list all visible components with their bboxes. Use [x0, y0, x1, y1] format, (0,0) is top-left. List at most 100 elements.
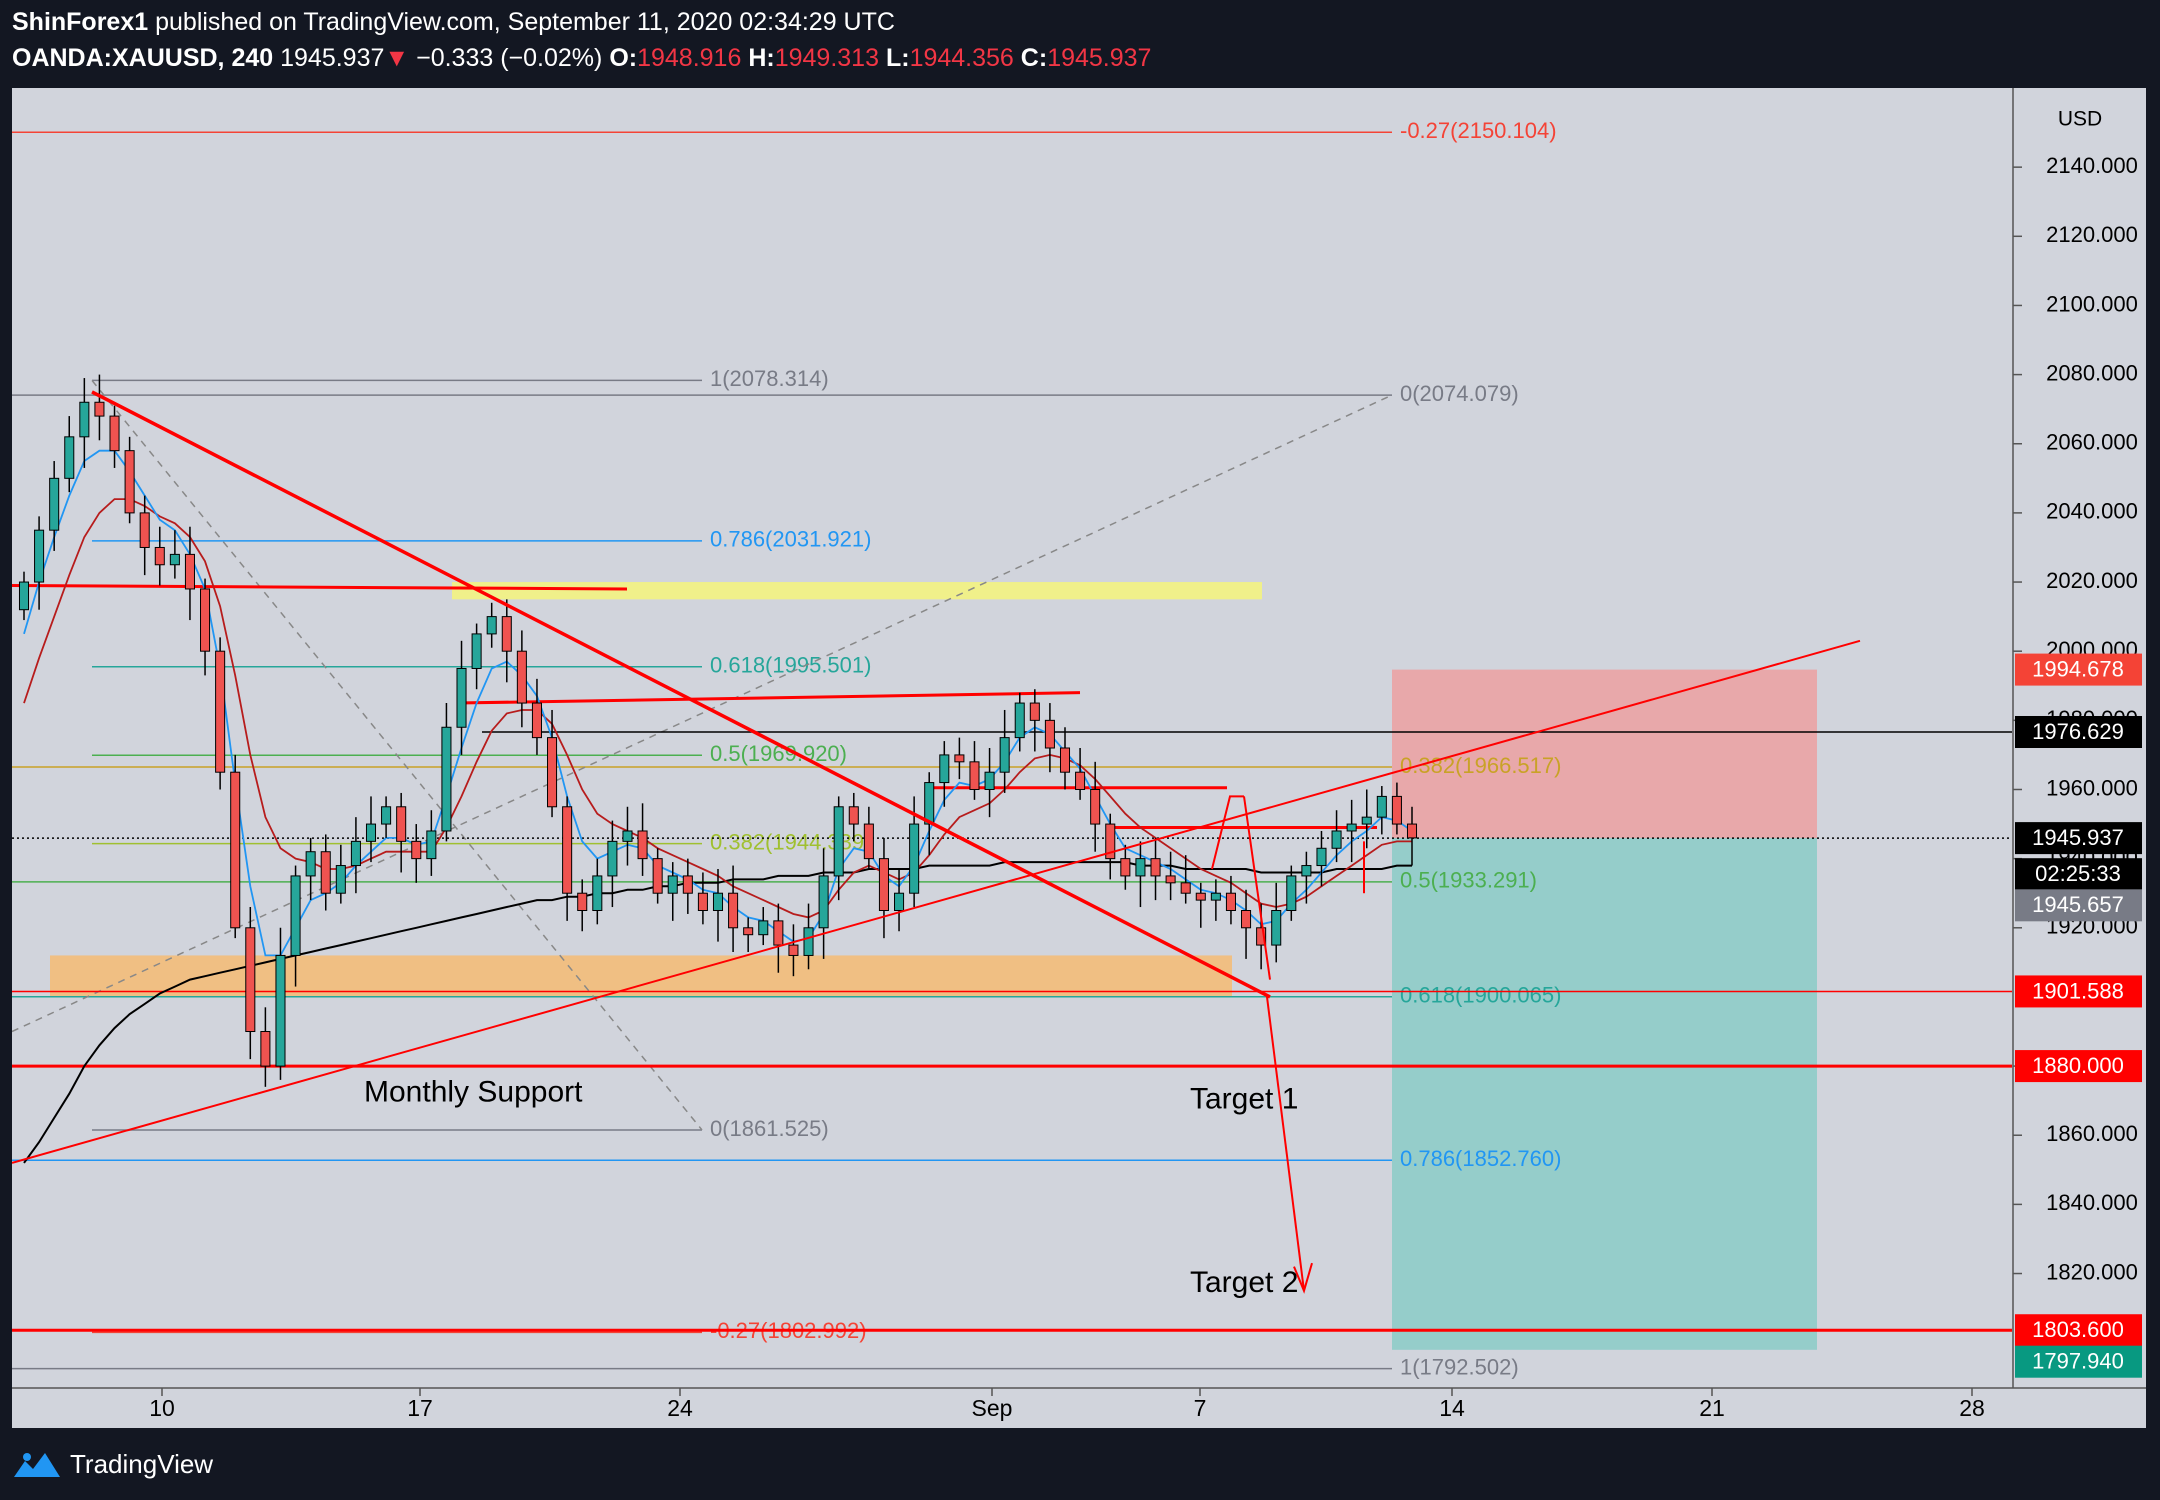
candle[interactable]: [712, 892, 724, 912]
candle[interactable]: [682, 875, 693, 894]
price-label-box[interactable]: [2015, 975, 2142, 1008]
candle[interactable]: [1150, 858, 1161, 877]
candle[interactable]: [909, 823, 920, 894]
author-name[interactable]: ShinForex1: [12, 8, 149, 36]
fib-trend-dashed[interactable]: [11, 394, 1393, 1033]
candle[interactable]: [1286, 875, 1297, 912]
candle[interactable]: [215, 650, 226, 773]
candle[interactable]: [290, 875, 301, 956]
candle[interactable]: [894, 892, 905, 912]
candle[interactable]: [1361, 816, 1372, 825]
candle[interactable]: [154, 546, 165, 566]
candle[interactable]: [758, 920, 769, 936]
candle[interactable]: [426, 830, 437, 860]
candle[interactable]: [607, 840, 618, 877]
candle[interactable]: [863, 823, 874, 860]
candle[interactable]: [954, 754, 965, 763]
candle[interactable]: [1195, 892, 1206, 901]
candle[interactable]: [396, 806, 407, 842]
candle[interactable]: [547, 737, 558, 808]
candle[interactable]: [1376, 795, 1387, 818]
candle[interactable]: [471, 633, 482, 669]
candle[interactable]: [1075, 771, 1086, 790]
candle[interactable]: [350, 840, 361, 867]
candle[interactable]: [1180, 882, 1191, 894]
candle[interactable]: [577, 892, 588, 912]
candle[interactable]: [773, 920, 784, 946]
target-projection-arrow[interactable]: [1243, 796, 1271, 980]
candle[interactable]: [1044, 719, 1055, 749]
candle[interactable]: [592, 875, 603, 912]
time-axis[interactable]: [12, 1388, 2146, 1428]
fib-trend-dashed[interactable]: [91, 379, 703, 1131]
candle[interactable]: [637, 830, 648, 860]
candle[interactable]: [1135, 858, 1146, 877]
candle[interactable]: [1105, 823, 1116, 860]
take-profit-zone[interactable]: [1392, 838, 1817, 1350]
candle[interactable]: [305, 851, 316, 877]
tradingview-logo-icon[interactable]: [14, 1449, 60, 1479]
candle[interactable]: [109, 415, 120, 452]
footer-brand[interactable]: TradingView: [70, 1448, 214, 1479]
candle[interactable]: [652, 858, 663, 894]
price-label-box[interactable]: [2015, 858, 2142, 891]
candle[interactable]: [365, 823, 377, 842]
candle[interactable]: [1165, 875, 1176, 884]
candle[interactable]: [169, 553, 180, 566]
candle[interactable]: [1391, 795, 1402, 825]
price-label-box[interactable]: [2015, 1050, 2142, 1083]
candle[interactable]: [1090, 788, 1101, 825]
candle[interactable]: [1241, 910, 1252, 929]
price-label-box[interactable]: [2015, 1314, 2142, 1347]
candle[interactable]: [230, 771, 241, 929]
candle[interactable]: [245, 927, 256, 1033]
candle[interactable]: [1406, 823, 1418, 839]
candle[interactable]: [501, 616, 512, 652]
candle[interactable]: [275, 954, 286, 1067]
resistance-level-line[interactable]: [456, 691, 1081, 705]
candle[interactable]: [531, 702, 542, 739]
candle[interactable]: [79, 401, 90, 438]
candle[interactable]: [18, 581, 30, 611]
candle[interactable]: [200, 588, 211, 652]
candle[interactable]: [622, 830, 633, 842]
price-chart[interactable]: 1(2078.314) 0.786(2031.921) 0.618(1995.501…: [11, 88, 2146, 1428]
chart-frame[interactable]: 1(2078.314) 0.786(2031.921) 0.618(1995.501…: [11, 88, 2146, 1428]
price-axis[interactable]: [2012, 88, 2146, 1428]
candle[interactable]: [184, 553, 195, 590]
candle[interactable]: [516, 650, 527, 704]
price-label-box[interactable]: [2015, 1345, 2142, 1378]
candle[interactable]: [456, 667, 467, 728]
symbol-label[interactable]: OANDA:XAUUSD, 240: [12, 44, 274, 72]
candle[interactable]: [1210, 892, 1221, 901]
candle[interactable]: [320, 851, 331, 894]
price-label-box[interactable]: [2015, 715, 2142, 748]
candle[interactable]: [728, 892, 739, 929]
candle[interactable]: [969, 761, 980, 790]
candle[interactable]: [1316, 847, 1327, 867]
candle[interactable]: [411, 840, 422, 860]
candle[interactable]: [1271, 910, 1282, 946]
candle[interactable]: [1256, 927, 1267, 946]
candle[interactable]: [64, 436, 75, 479]
candle[interactable]: [562, 806, 573, 894]
candle[interactable]: [743, 927, 754, 936]
candle[interactable]: [818, 875, 829, 929]
candle[interactable]: [788, 944, 799, 956]
candle[interactable]: [667, 875, 678, 894]
candle[interactable]: [803, 927, 814, 956]
candle[interactable]: [1029, 702, 1040, 721]
candle[interactable]: [1059, 747, 1071, 773]
candle[interactable]: [124, 450, 135, 514]
candle[interactable]: [848, 806, 859, 825]
target-projection-arrow[interactable]: [1266, 996, 1305, 1291]
candle[interactable]: [939, 754, 950, 784]
candle[interactable]: [1331, 830, 1342, 849]
candle[interactable]: [984, 771, 995, 790]
candle[interactable]: [1346, 823, 1357, 832]
candle[interactable]: [878, 858, 889, 912]
candle[interactable]: [49, 477, 60, 531]
candle[interactable]: [381, 806, 392, 825]
price-label-box[interactable]: [2015, 889, 2142, 922]
descending-trendline[interactable]: [91, 390, 1271, 999]
